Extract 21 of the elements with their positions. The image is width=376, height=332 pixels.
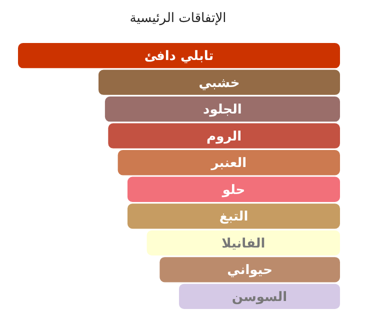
y-tick-label: خشبي — [198, 76, 240, 91]
y-tick-label: السوسن — [232, 290, 288, 305]
chart-title: الإتفاقات الرئيسية — [130, 11, 226, 26]
y-tick-label: الجلود — [203, 102, 242, 118]
bar — [160, 257, 340, 282]
bar — [127, 204, 340, 229]
y-tick-label: حيواني — [227, 263, 273, 278]
bar — [98, 70, 340, 95]
bar — [118, 150, 340, 176]
y-tick-label: الفانيلا — [222, 236, 266, 252]
y-tick-label: الروم — [206, 129, 242, 144]
bar — [18, 43, 340, 68]
bar — [104, 96, 340, 122]
y-tick-label: التبغ — [219, 210, 248, 225]
bar — [127, 176, 340, 202]
y-tick-label: العنبر — [210, 156, 247, 172]
bar — [179, 284, 340, 309]
bar — [108, 123, 340, 148]
bar — [146, 230, 340, 256]
y-tick-label: تابلي دافئ — [144, 49, 214, 64]
y-tick-label: حلو — [221, 182, 246, 198]
